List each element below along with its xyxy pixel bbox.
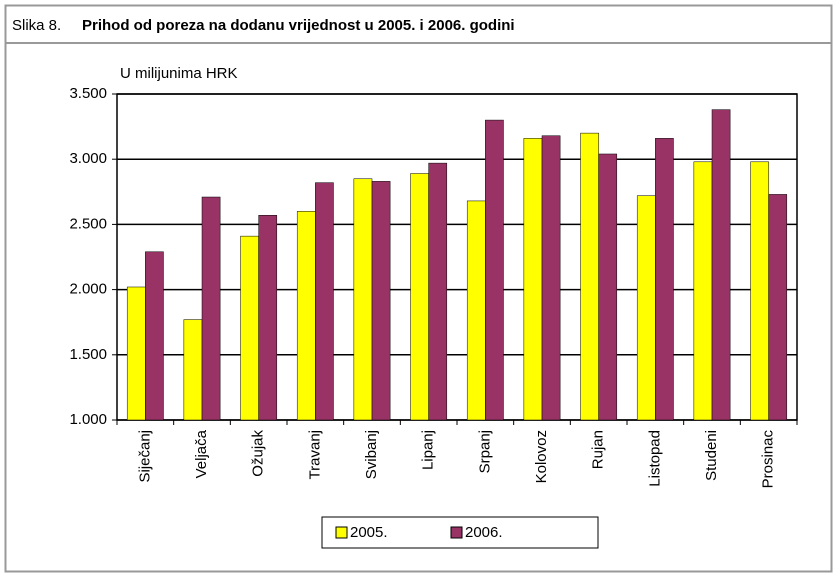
y-axis-label: U milijunima HRK	[120, 65, 238, 82]
bar	[655, 138, 674, 421]
bar	[315, 182, 334, 421]
bar	[598, 153, 618, 421]
y-tick-label: 2.000	[69, 281, 107, 298]
x-tick-label: Listopad	[646, 430, 663, 487]
bar	[145, 251, 164, 421]
bar	[410, 173, 429, 421]
legend-swatch	[450, 526, 463, 539]
bar	[711, 109, 731, 421]
legend-label: 2006.	[465, 524, 503, 541]
bar	[296, 211, 316, 421]
x-tick-label: Veljača	[193, 429, 210, 478]
x-tick-label: Siječanj	[136, 430, 153, 483]
bar	[485, 119, 504, 421]
bar	[353, 178, 373, 421]
x-tick-label: Studeni	[703, 430, 720, 481]
x-tick-label: Travanj	[306, 430, 323, 479]
bar	[126, 286, 146, 421]
chart-title: Prihod od poreza na dodanu vrijednost u …	[82, 17, 515, 34]
x-tick-label: Lipanj	[420, 430, 437, 470]
bar	[240, 235, 259, 421]
bar	[258, 215, 278, 421]
x-tick-label: Ožujak	[250, 430, 267, 477]
bar	[428, 162, 448, 421]
bar	[201, 196, 221, 421]
figure-label: Slika 8.	[12, 17, 61, 34]
bar	[580, 132, 599, 421]
y-tick-label: 3.000	[69, 150, 107, 167]
bar	[750, 161, 769, 421]
bar	[541, 135, 561, 421]
y-tick-label: 1.000	[69, 411, 107, 428]
y-tick-label: 2.500	[69, 215, 107, 232]
bar	[693, 161, 713, 421]
bar	[636, 195, 656, 421]
bar	[523, 138, 543, 421]
bar	[371, 181, 391, 421]
bar	[183, 319, 203, 421]
x-tick-label: Kolovoz	[533, 430, 550, 483]
bar	[466, 200, 486, 421]
x-tick-label: Srpanj	[476, 430, 493, 473]
y-tick-label: 3.500	[69, 85, 107, 102]
x-tick-label: Svibanj	[363, 430, 380, 479]
legend-label: 2005.	[350, 524, 388, 541]
bar	[768, 194, 788, 421]
y-tick-label: 1.500	[69, 346, 107, 363]
legend-swatch	[335, 526, 348, 539]
x-tick-label: Prosinac	[760, 430, 777, 489]
x-tick-label: Rujan	[590, 430, 607, 469]
